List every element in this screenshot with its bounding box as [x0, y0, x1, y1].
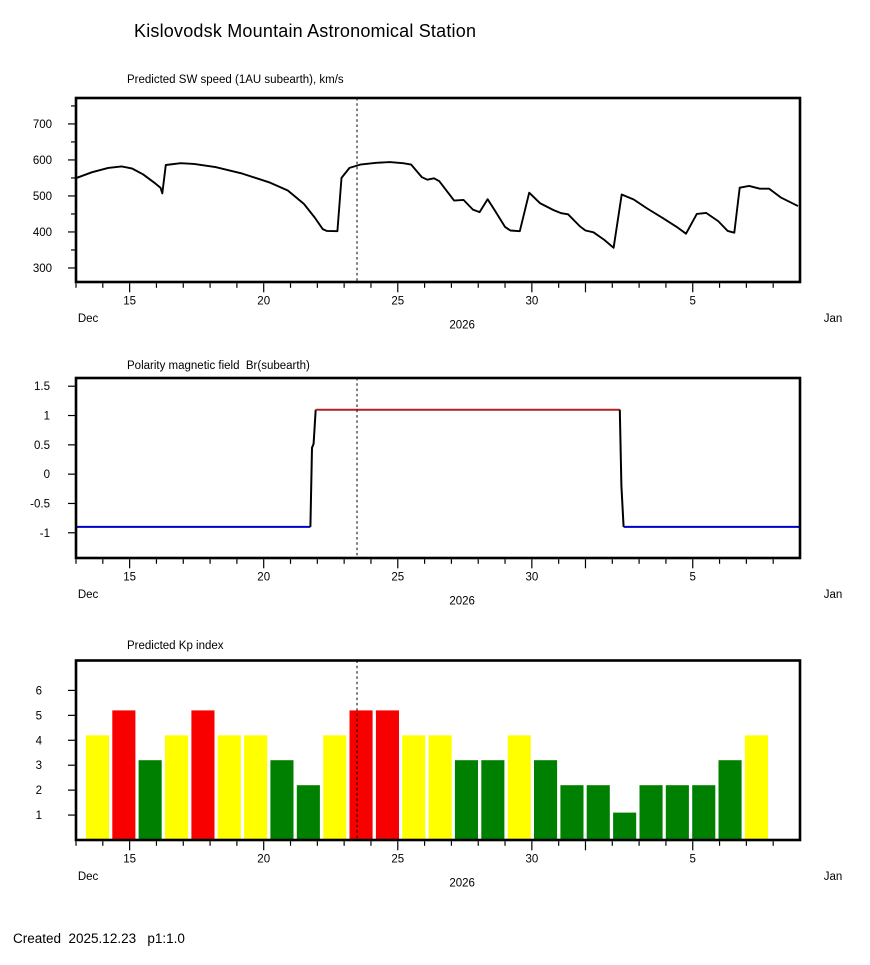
y-tick-label: 0: [44, 469, 50, 481]
sw-speed-chart-title: Predicted SW speed (1AU subearth), km/s: [127, 74, 344, 86]
kp-bar: [613, 812, 637, 840]
polarity-chart-title: Polarity magnetic field Br(subearth): [127, 360, 310, 372]
x-tick-label: 15: [123, 296, 136, 308]
month-label: Dec: [78, 589, 99, 601]
y-tick-label: 600: [33, 155, 52, 167]
kp-bar: [718, 760, 742, 840]
x-tick-label: 15: [123, 854, 136, 866]
x-tick-label: 25: [391, 854, 404, 866]
x-tick-label: 20: [257, 296, 270, 308]
y-tick-label: 2: [36, 785, 42, 797]
y-tick-label: 300: [33, 263, 52, 275]
y-tick-label: 5: [36, 710, 42, 722]
year-label: 2026: [449, 878, 475, 890]
kp-bar: [481, 760, 505, 840]
y-tick-label: 700: [33, 119, 52, 131]
x-tick-label: 30: [525, 854, 538, 866]
kp-bar: [692, 785, 716, 840]
kp-bar: [217, 735, 241, 840]
y-tick-label: 1: [36, 810, 42, 822]
kp-bar: [744, 735, 768, 840]
month-label: Jan: [824, 313, 843, 325]
x-tick-label: 15: [123, 572, 136, 584]
x-tick-label: 5: [690, 854, 696, 866]
y-tick-label: 400: [33, 227, 52, 239]
x-tick-label: 25: [391, 296, 404, 308]
kp-bar: [112, 710, 136, 840]
month-label: Dec: [78, 871, 99, 883]
kp-bar: [428, 735, 452, 840]
x-tick-label: 5: [690, 296, 696, 308]
page-title: Kislovodsk Mountain Astronomical Station: [134, 21, 477, 41]
kp-bar: [244, 735, 268, 840]
x-tick-label: 25: [391, 572, 404, 584]
y-tick-label: 4: [36, 735, 43, 747]
kp-bar: [586, 785, 610, 840]
year-label: 2026: [449, 320, 475, 332]
x-tick-label: 5: [690, 572, 696, 584]
x-tick-label: 20: [257, 854, 270, 866]
sw-speed-line: [74, 161, 799, 249]
year-label: 2026: [449, 596, 475, 608]
kp-bar: [323, 735, 347, 840]
kp-bar: [375, 710, 399, 840]
kp-bar: [402, 735, 426, 840]
y-tick-label: 6: [36, 685, 42, 697]
polarity-segment: [618, 409, 625, 527]
kp-bar: [296, 785, 320, 840]
x-tick-label: 30: [525, 296, 538, 308]
kp-bar: [270, 760, 294, 840]
kp-bar: [560, 785, 584, 840]
x-tick-label: 20: [257, 572, 270, 584]
kp-bar: [85, 735, 109, 840]
kp-index-chart-title: Predicted Kp index: [127, 640, 224, 652]
kp-bar: [138, 760, 162, 840]
kp-bar: [454, 760, 478, 840]
y-tick-label: 1.5: [34, 381, 50, 393]
kp-bar: [534, 760, 558, 840]
kp-index-chart-frame: [74, 659, 802, 842]
kp-bar: [349, 710, 373, 840]
sw-speed-chart-frame: [74, 96, 802, 284]
y-tick-label: -0.5: [30, 498, 50, 510]
kp-bar: [507, 735, 531, 840]
kp-bar: [665, 785, 689, 840]
y-tick-label: 0.5: [34, 440, 50, 452]
month-label: Jan: [824, 871, 843, 883]
polarity-chart-frame: [74, 376, 802, 560]
x-tick-label: 30: [525, 572, 538, 584]
y-tick-label: 1: [44, 411, 50, 423]
y-tick-label: 500: [33, 191, 52, 203]
month-label: Dec: [78, 313, 99, 325]
polarity-segment: [309, 409, 317, 527]
kp-bar: [639, 785, 663, 840]
month-label: Jan: [824, 589, 843, 601]
created-note: Created 2025.12.23 p1:1.0: [13, 931, 185, 946]
kp-bar: [165, 735, 189, 840]
kp-bar: [191, 710, 215, 840]
y-tick-label: -1: [40, 528, 50, 540]
y-tick-label: 3: [36, 760, 42, 772]
